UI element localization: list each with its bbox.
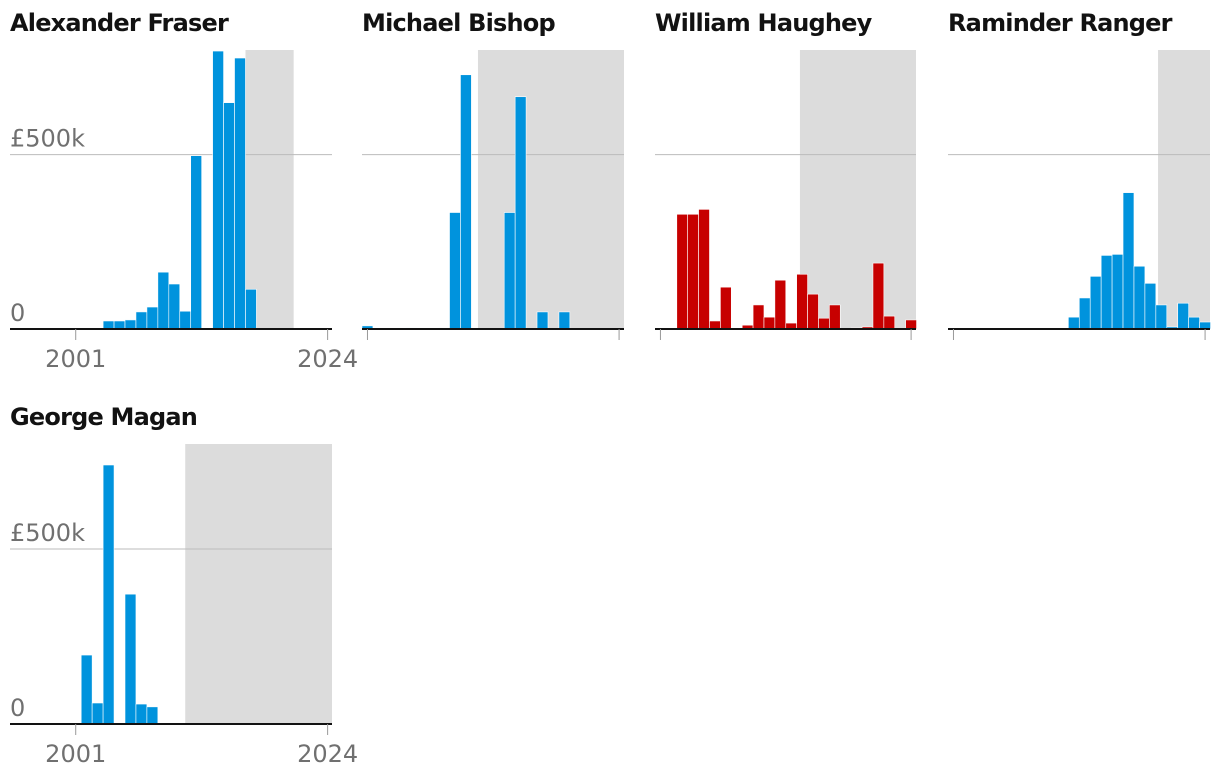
bar: [1133, 265, 1146, 330]
bar: [212, 50, 224, 330]
bar: [905, 319, 917, 330]
bar: [460, 74, 472, 330]
x-tick-label: 2024: [297, 345, 358, 373]
bar: [514, 96, 527, 330]
panel-title: Raminder Ranger: [948, 9, 1173, 37]
bar: [146, 306, 159, 330]
bar: [168, 283, 181, 330]
bar: [1078, 297, 1091, 330]
bar: [113, 320, 126, 330]
panel-title: Michael Bishop: [362, 9, 555, 37]
bar: [179, 310, 192, 330]
x-tick-label: 2001: [45, 740, 106, 768]
bar: [752, 304, 765, 330]
bar: [698, 209, 710, 330]
shaded-period: [799, 50, 916, 329]
bar: [818, 317, 830, 330]
bar: [124, 319, 137, 330]
shaded-period: [477, 50, 624, 329]
bar: [80, 654, 93, 725]
bar: [829, 304, 841, 330]
panel-title: Alexander Fraser: [10, 9, 229, 37]
bar: [709, 320, 721, 330]
x-tick-label: 2024: [297, 740, 358, 768]
bar: [245, 288, 257, 330]
bar: [1089, 276, 1102, 330]
bar: [91, 702, 104, 725]
bar: [146, 706, 159, 725]
bar: [223, 102, 235, 330]
bar: [872, 262, 885, 330]
bar: [1100, 255, 1113, 330]
bar: [774, 279, 787, 330]
bar: [124, 593, 137, 725]
bar: [157, 271, 170, 330]
bar: [1199, 321, 1211, 330]
bar: [807, 293, 819, 330]
bar: [102, 320, 115, 330]
bar: [449, 212, 461, 330]
bar: [234, 57, 246, 330]
bar: [135, 703, 148, 725]
bar: [763, 316, 776, 330]
bar: [102, 464, 115, 725]
bar: [503, 212, 516, 330]
shaded-period: [245, 50, 294, 329]
bar: [720, 286, 732, 330]
bar: [1122, 192, 1135, 330]
bar: [883, 315, 896, 330]
panel-title: George Magan: [10, 403, 197, 431]
y-tick-label: 0: [10, 694, 25, 722]
x-tick-label: 2001: [45, 345, 106, 373]
bar: [190, 155, 202, 330]
bar: [1068, 316, 1080, 330]
bar: [676, 213, 688, 330]
bar: [135, 311, 148, 330]
bar: [1177, 302, 1189, 330]
shaded-period: [1158, 50, 1210, 329]
y-tick-label: £500k: [10, 519, 85, 547]
bar: [1155, 304, 1168, 330]
bar: [558, 311, 571, 330]
bar: [536, 311, 549, 330]
bar: [796, 273, 808, 330]
y-tick-label: 0: [10, 299, 25, 327]
bar: [1188, 316, 1200, 330]
y-tick-label: £500k: [10, 125, 85, 153]
bar: [1111, 254, 1124, 330]
bar: [687, 213, 699, 330]
shaded-period: [185, 444, 332, 724]
bar: [1144, 283, 1157, 330]
panel-title: William Haughey: [655, 9, 873, 37]
